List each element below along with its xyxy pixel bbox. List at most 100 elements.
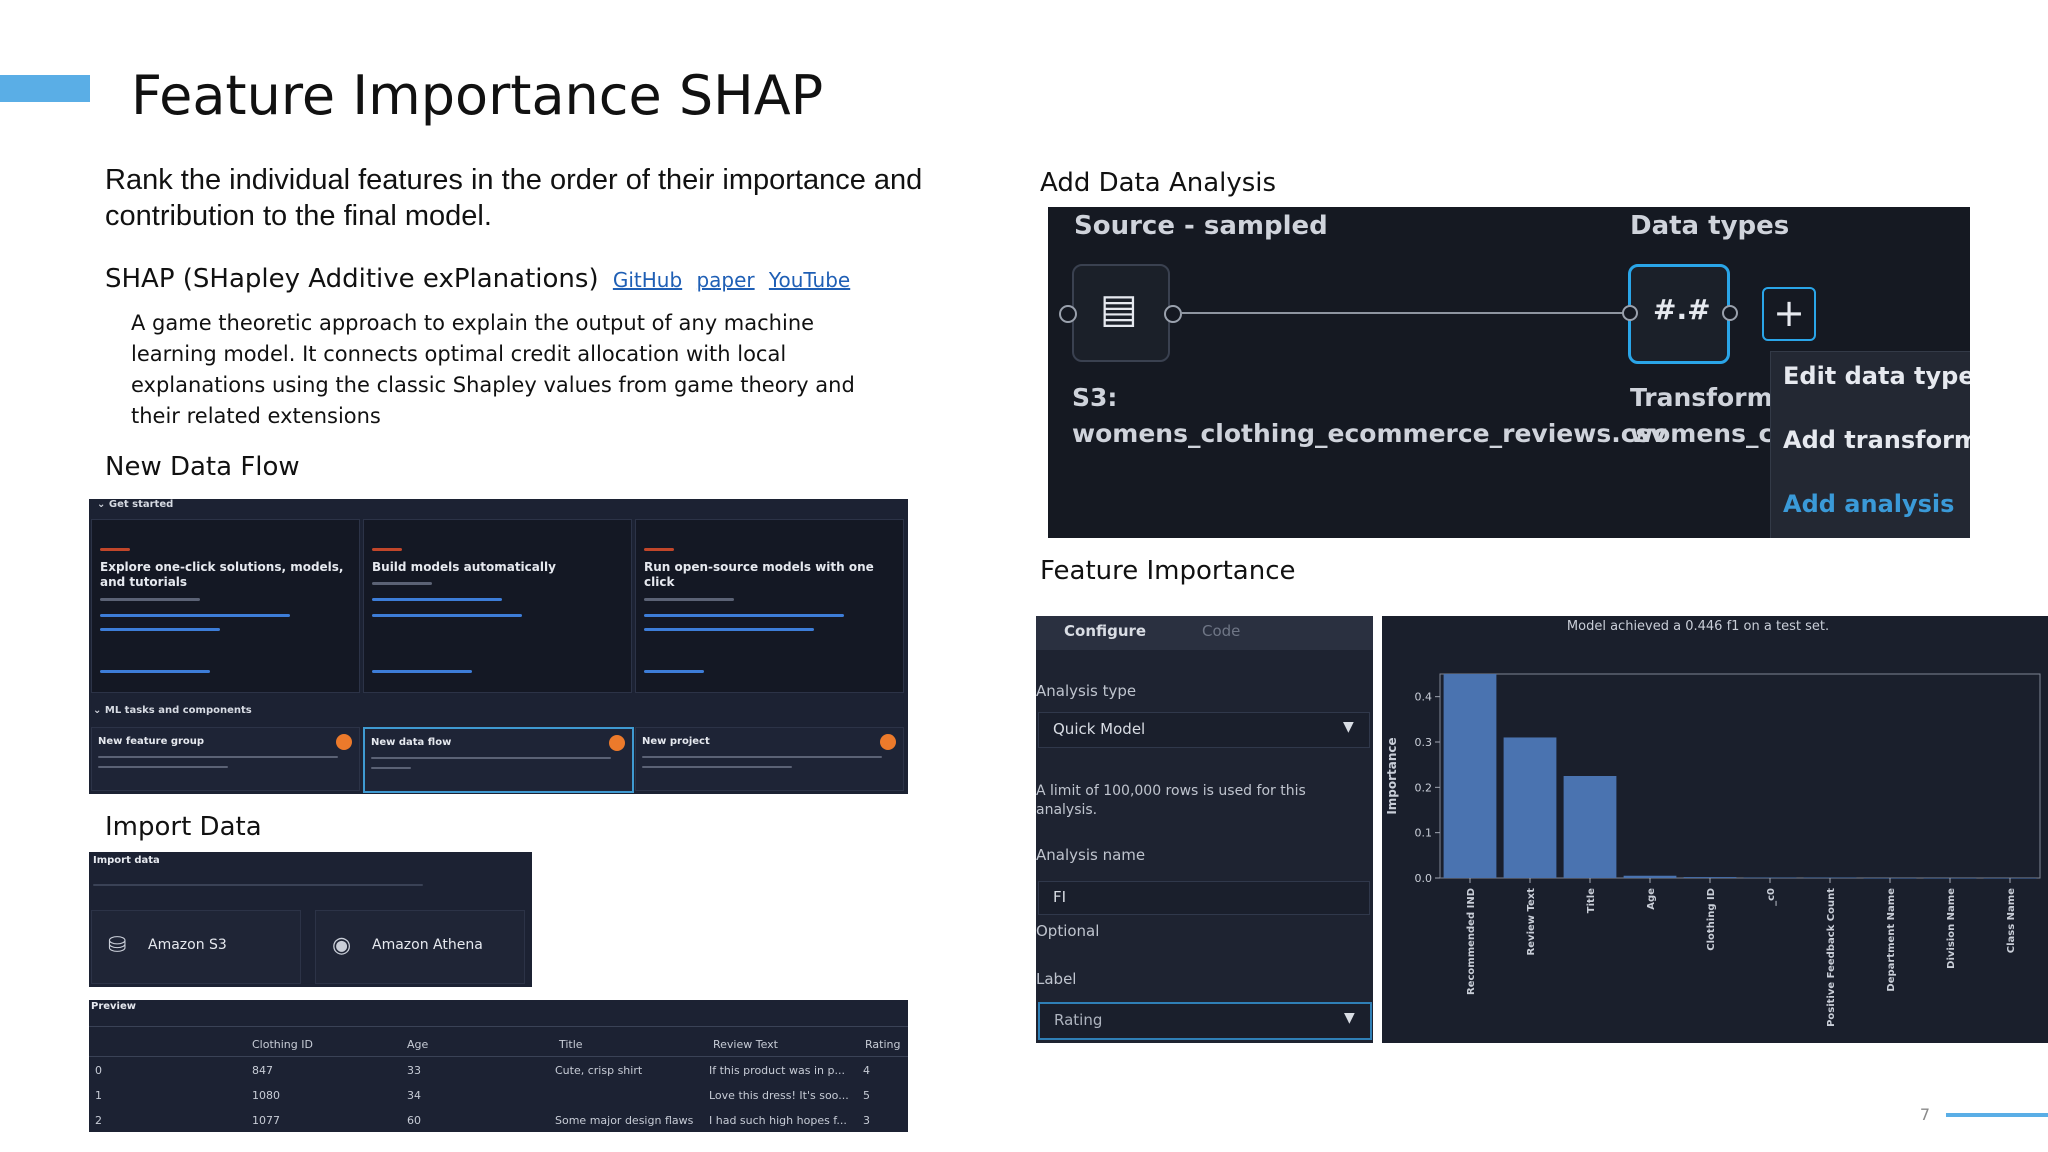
add-data-analysis-label: Add Data Analysis	[1040, 168, 1277, 198]
launch-icon	[880, 734, 896, 750]
column-header: Title	[559, 1038, 583, 1051]
table-cell: 33	[407, 1064, 421, 1077]
bar-clothing-id	[1683, 877, 1737, 878]
card-title: Run open-source models with one click	[644, 560, 874, 589]
slide-description: Rank the individual features in the orde…	[105, 164, 923, 232]
amazon-athena-option[interactable]: ◉ Amazon Athena	[315, 910, 525, 984]
add-data-analysis-screenshot: Source - sampled Data types ▤ #.# + S3: …	[1048, 207, 1970, 538]
column-header: Rating	[865, 1038, 901, 1051]
launch-icon	[609, 735, 625, 751]
x-tick-label: Clothing ID	[1706, 888, 1717, 951]
y-tick-label: 0.0	[1415, 872, 1433, 885]
get-started-heading: ⌄ Get started	[97, 499, 174, 510]
table-cell: 3	[863, 1114, 870, 1127]
column-header: Clothing ID	[252, 1038, 313, 1051]
x-tick-label: Age	[1646, 888, 1657, 910]
accent-bar	[0, 75, 90, 102]
menu-item-edit-data-types[interactable]: Edit data types	[1783, 362, 1970, 390]
connector-port	[1622, 305, 1638, 321]
x-tick-label: Recommended IND	[1466, 888, 1477, 995]
source-name-line1: S3:	[1072, 383, 1118, 412]
chart-title: Model achieved a 0.446 f1 on a test set.	[1567, 619, 1829, 634]
task-new-project[interactable]: New project	[635, 727, 904, 791]
x-tick-label: Division Name	[1946, 888, 1957, 969]
y-tick-label: 0.4	[1415, 691, 1433, 704]
menu-item-add-analysis[interactable]: Add analysis	[1783, 490, 1955, 518]
amazon-s3-option[interactable]: ⛁ Amazon S3	[91, 910, 301, 984]
menu-item-add-transform[interactable]: Add transform	[1783, 426, 1970, 454]
shap-heading: SHAP (SHapley Additive exPlanations)	[105, 264, 599, 294]
source-node[interactable]: ▤	[1072, 264, 1170, 362]
table-cell: 1	[95, 1089, 102, 1102]
table-cell: Some major design flaws	[555, 1114, 694, 1127]
table-cell: Cute, crisp shirt	[555, 1064, 643, 1077]
paper-link[interactable]: paper	[696, 268, 755, 292]
card-title: Build models automatically	[372, 560, 556, 574]
connector-port	[1722, 305, 1738, 321]
preview-heading: Preview	[91, 1001, 137, 1012]
x-tick-label: Department Name	[1886, 888, 1897, 992]
analysis-name-label: Analysis name	[1036, 846, 1146, 864]
import-data-label: Import Data	[105, 812, 262, 842]
table-cell: 1077	[252, 1114, 280, 1127]
bucket-icon: ⛁	[108, 933, 127, 958]
task-new-feature-group[interactable]: New feature group	[91, 727, 360, 791]
bar-recommended-ind	[1443, 674, 1497, 878]
youtube-link[interactable]: YouTube	[768, 268, 851, 292]
card-open-source[interactable]: Run open-source models with one click	[635, 519, 904, 693]
import-data-screenshot: Import data ⛁ Amazon S3 ◉ Amazon Athena	[89, 852, 532, 987]
plot-frame	[1439, 673, 2041, 879]
athena-icon: ◉	[332, 933, 352, 958]
import-data-heading: Import data	[93, 855, 160, 866]
transform-line2: womens_cl	[1630, 419, 1782, 448]
bar-positive-feedback-count	[1803, 877, 1857, 879]
table-cell: Love this dress! It's soo...	[709, 1089, 849, 1102]
slide-title: Feature Importance SHAP	[131, 64, 824, 127]
page-number: 7	[1919, 1105, 1930, 1124]
column-header: Age	[407, 1038, 429, 1051]
y-tick-label: 0.1	[1415, 827, 1433, 840]
file-icon: ▤	[1100, 286, 1138, 332]
bar-title	[1563, 776, 1617, 878]
row-limit-note: A limit of 100,000 rows is used for this…	[1036, 783, 1306, 818]
y-tick-label: 0.2	[1415, 781, 1433, 794]
shap-description: A game theoretic approach to explain the…	[131, 311, 855, 428]
x-tick-label: Title	[1586, 888, 1597, 913]
card-autopilot[interactable]: Build models automatically	[363, 519, 632, 693]
tab-configure[interactable]: Configure	[1064, 622, 1147, 640]
bar-review-text	[1503, 737, 1557, 878]
feature-importance-chart-panel: Model achieved a 0.446 f1 on a test set.…	[1382, 616, 2048, 1043]
source-header: Source - sampled	[1074, 211, 1328, 241]
shap-heading-row: SHAP (SHapley Additive exPlanations) Git…	[105, 264, 850, 294]
x-tick-label: Positive Feedback Count	[1826, 888, 1837, 1027]
new-data-flow-label: New Data Flow	[105, 452, 300, 482]
table-cell: 34	[407, 1089, 421, 1102]
chevron-down-icon: ▼	[1343, 719, 1354, 735]
analysis-name-input[interactable]: FI	[1038, 881, 1370, 915]
table-cell: 847	[252, 1064, 273, 1077]
label-select[interactable]: Rating ▼	[1038, 1002, 1372, 1040]
add-step-button[interactable]: +	[1762, 287, 1816, 341]
data-types-node[interactable]: #.#	[1628, 264, 1730, 364]
chevron-down-icon: ▼	[1344, 1010, 1355, 1026]
source-name-line2: womens_clothing_ecommerce_reviews.csv	[1072, 419, 1667, 448]
footer-accent-line	[1946, 1113, 2048, 1117]
feature-importance-label: Feature Importance	[1040, 556, 1296, 586]
task-new-data-flow[interactable]: New data flow	[363, 727, 634, 793]
table-cell: 0	[95, 1064, 102, 1077]
tab-code[interactable]: Code	[1202, 622, 1241, 640]
table-cell: 60	[407, 1114, 421, 1127]
data-types-header: Data types	[1630, 211, 1790, 241]
configure-panel: Configure Code Analysis type Quick Model…	[1036, 616, 1373, 1043]
analysis-type-select[interactable]: Quick Model ▼	[1038, 712, 1370, 748]
github-link[interactable]: GitHub	[612, 268, 683, 292]
table-cell: I had such high hopes f...	[709, 1114, 847, 1127]
x-tick-label: Review Text	[1526, 888, 1537, 956]
card-jumpstart[interactable]: Explore one-click solutions, models, and…	[91, 519, 360, 693]
connector-port	[1164, 305, 1182, 323]
x-tick-label: _c0	[1766, 888, 1777, 906]
preview-table-screenshot: Preview Clothing ID Age Title Review Tex…	[89, 1000, 908, 1132]
new-data-flow-screenshot: ⌄ Get started Explore one-click solution…	[89, 499, 908, 794]
table-cell: 4	[863, 1064, 870, 1077]
bar-c0	[1743, 877, 1797, 879]
